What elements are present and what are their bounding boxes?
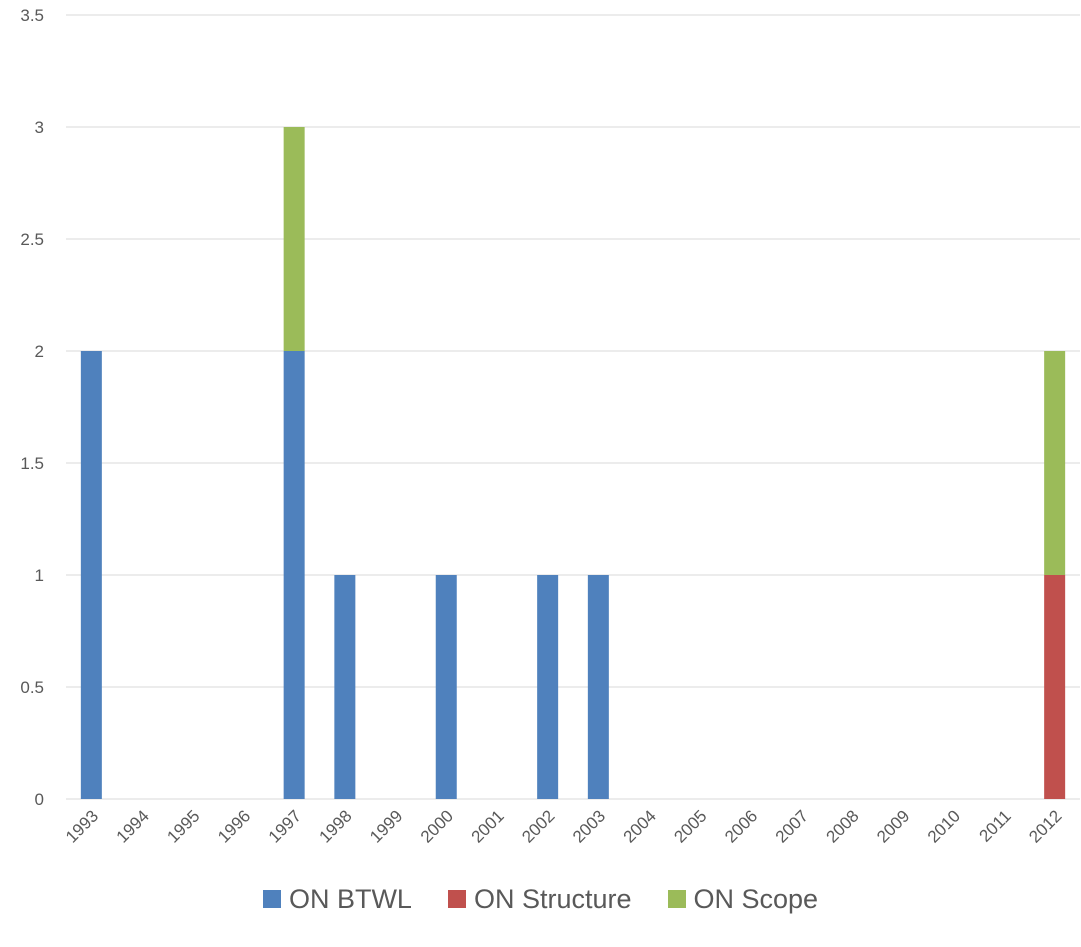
legend-item: ON Structure bbox=[447, 884, 632, 914]
x-tick-label: 2002 bbox=[518, 806, 558, 846]
bar-on-btwl-1997 bbox=[283, 351, 305, 799]
y-tick-label: 1 bbox=[35, 566, 44, 585]
y-tick-label: 1.5 bbox=[20, 454, 44, 473]
bar-on-btwl-1993 bbox=[80, 351, 102, 799]
bar-on-scope-2012 bbox=[1044, 351, 1066, 575]
legend-label: ON Scope bbox=[693, 884, 819, 914]
legend-label: ON BTWL bbox=[288, 884, 412, 914]
bar-on-btwl-2003 bbox=[587, 575, 609, 799]
x-tick-label: 1994 bbox=[113, 806, 153, 846]
x-tick-label: 2006 bbox=[721, 806, 761, 846]
x-tick-label: 2001 bbox=[468, 806, 508, 846]
legend-swatch bbox=[262, 890, 281, 908]
x-tick-label: 1999 bbox=[366, 806, 406, 846]
x-tick-label: 2007 bbox=[772, 806, 812, 846]
legend-item: ON Scope bbox=[667, 884, 819, 914]
legend-swatch bbox=[447, 890, 466, 908]
chart-plot: 00.511.522.533.5 1993 1994 1995 1996 1997 199… bbox=[20, 6, 1080, 847]
chart-legend: ON BTWL ON Structure ON Scope bbox=[0, 884, 1081, 914]
y-tick-label: 0 bbox=[35, 790, 44, 809]
x-tick-label: 2004 bbox=[620, 806, 660, 846]
bar-on-scope-1997 bbox=[283, 127, 305, 351]
x-tick-label: 2012 bbox=[1025, 806, 1065, 846]
bar-on-btwl-2002 bbox=[537, 575, 559, 799]
x-tick-label: 1998 bbox=[315, 806, 355, 846]
x-tick-label: 2011 bbox=[975, 806, 1014, 845]
y-tick-label: 2.5 bbox=[20, 230, 44, 249]
x-tick-label: 2008 bbox=[822, 806, 862, 846]
x-tick-label: 2003 bbox=[569, 806, 609, 846]
legend-label: ON Structure bbox=[473, 884, 632, 914]
x-tick-label: 2005 bbox=[670, 806, 710, 846]
bar-on-btwl-2000 bbox=[435, 575, 457, 799]
y-tick-label: 0.5 bbox=[20, 678, 44, 697]
legend-item: ON BTWL bbox=[262, 884, 412, 914]
y-tick-label: 3.5 bbox=[20, 6, 44, 25]
y-tick-label: 3 bbox=[35, 118, 44, 137]
bar-on-btwl-1998 bbox=[334, 575, 356, 799]
x-tick-label: 2009 bbox=[873, 806, 913, 846]
x-tick-label: 1995 bbox=[163, 806, 203, 846]
x-tick-label: 1993 bbox=[62, 806, 102, 846]
x-tick-label: 2000 bbox=[417, 806, 457, 846]
y-tick-label: 2 bbox=[35, 342, 44, 361]
bar-on-structure-2012 bbox=[1044, 575, 1066, 799]
x-tick-label: 1997 bbox=[265, 806, 305, 846]
x-tick-label: 1996 bbox=[214, 806, 254, 846]
legend-swatch bbox=[667, 890, 686, 908]
x-tick-label: 2010 bbox=[924, 806, 964, 846]
